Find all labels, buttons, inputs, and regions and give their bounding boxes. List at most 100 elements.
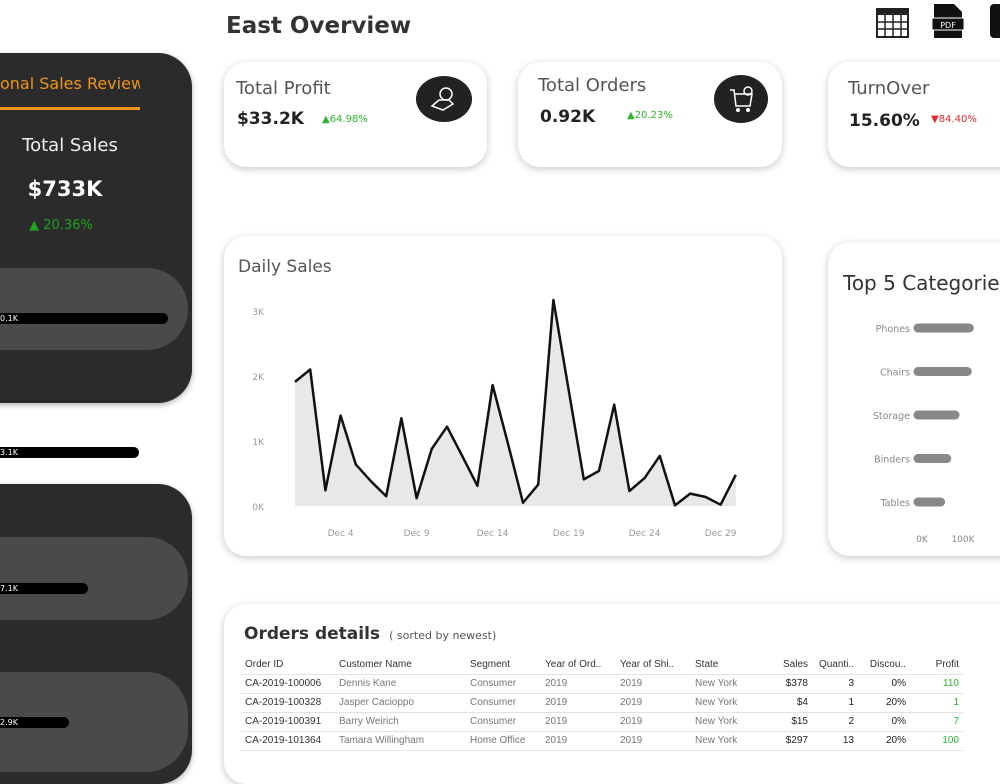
sidebar-title: onal Sales Review: [0, 74, 140, 93]
total-sales-value: $733K: [0, 177, 130, 201]
sidebar-title-underline: [0, 107, 140, 110]
table-cell: 1: [910, 693, 963, 712]
table-cell: 110: [910, 674, 963, 693]
table-cell: 13: [812, 731, 858, 750]
y-tick-label: 1K: [252, 438, 265, 448]
kpi-value: 15.60%: [849, 111, 920, 131]
column-header[interactable]: State: [691, 655, 759, 674]
table-cell: 2019: [616, 712, 691, 731]
table-cell: CA-2019-101364: [241, 731, 335, 750]
orders-card: Orders details ( sorted by newest) Order…: [224, 604, 1000, 784]
kpi-change: ▼84.40%: [931, 114, 977, 125]
category-label: Storage: [873, 411, 910, 422]
column-header[interactable]: Year of Ord..: [541, 655, 616, 674]
x-tick-label: Dec 4: [328, 529, 354, 539]
kpi-change: ▲64.98%: [322, 114, 368, 125]
table-cell: $4: [759, 693, 812, 712]
table-icon[interactable]: [876, 8, 909, 42]
column-header[interactable]: Order ID: [241, 655, 335, 674]
column-header[interactable]: Customer Name: [335, 655, 466, 674]
x-tick-label: 100K: [951, 535, 975, 545]
top-categories-chart: PhonesChairsStorageBindersTables0K100K2: [828, 242, 1000, 556]
x-tick-label: Dec 24: [629, 529, 661, 539]
table-cell: 2019: [616, 731, 691, 750]
y-tick-label: 2K: [252, 373, 265, 383]
shopping-cart-check-icon: [714, 75, 768, 123]
category-label: Tables: [879, 498, 910, 509]
total-sales-change: ▲ 20.36%: [0, 218, 122, 233]
x-tick-label: Dec 14: [477, 529, 509, 539]
column-header[interactable]: Sales: [759, 655, 812, 674]
region-bar[interactable]: 3.1K: [0, 447, 139, 458]
table-cell: Tamara Willingham: [335, 731, 466, 750]
table-cell: New York: [691, 712, 759, 731]
x-tick-label: Dec 29: [705, 529, 737, 539]
table-cell: 2019: [541, 674, 616, 693]
y-tick-label: 0K: [252, 503, 265, 513]
x-tick-label: 0K: [916, 535, 929, 545]
column-header[interactable]: Year of Shi..: [616, 655, 691, 674]
kpi-value: 0.92K: [540, 107, 595, 127]
column-header[interactable]: Profit: [910, 655, 963, 674]
kpi-change: ▲20.23%: [627, 110, 673, 121]
money-bag-hand-icon: [416, 76, 472, 122]
kpi-card-profit: Total Profit $33.2K ▲64.98%: [224, 62, 487, 167]
region-bar[interactable]: 0.1K: [0, 313, 168, 324]
category-label: Chairs: [880, 368, 910, 379]
table-cell: New York: [691, 674, 759, 693]
region-pill[interactable]: [0, 268, 188, 350]
x-tick-label: Dec 19: [553, 529, 585, 539]
category-label: Binders: [874, 455, 910, 466]
table-cell: 0%: [858, 712, 910, 731]
table-cell: 2019: [541, 731, 616, 750]
table-cell: 20%: [858, 731, 910, 750]
column-header[interactable]: Discou..: [858, 655, 910, 674]
table-cell: New York: [691, 693, 759, 712]
table-cell: 0%: [858, 674, 910, 693]
region-pill[interactable]: [0, 537, 188, 620]
region-bar[interactable]: 2.9K: [0, 717, 69, 728]
kpi-card-turnover: TurnOver 15.60% ▼84.40%: [828, 62, 1000, 167]
x-tick-label: Dec 9: [404, 529, 430, 539]
image-icon[interactable]: [990, 4, 1000, 38]
table-cell: CA-2019-100391: [241, 712, 335, 731]
table-cell: Consumer: [466, 693, 541, 712]
kpi-card-orders: Total Orders 0.92K ▲20.23%: [518, 62, 782, 167]
table-cell: Dennis Kane: [335, 674, 466, 693]
table-cell: 3: [812, 674, 858, 693]
table-cell: 2019: [616, 674, 691, 693]
table-cell: $297: [759, 731, 812, 750]
table-cell: Barry Weirich: [335, 712, 466, 731]
table-cell: 2: [812, 712, 858, 731]
kpi-title: Total Orders: [538, 75, 646, 96]
pdf-icon[interactable]: PDF: [930, 2, 966, 44]
table-cell: Consumer: [466, 712, 541, 731]
table-cell: $15: [759, 712, 812, 731]
orders-title-text: Orders details: [244, 624, 380, 644]
table-cell: 2019: [616, 693, 691, 712]
page-title: East Overview: [226, 13, 411, 39]
table-cell: Home Office: [466, 731, 541, 750]
table-cell: Consumer: [466, 674, 541, 693]
table-cell: 2019: [541, 712, 616, 731]
column-header[interactable]: Quanti..: [812, 655, 858, 674]
column-header[interactable]: Segment: [466, 655, 541, 674]
region-bar[interactable]: 7.1K: [0, 583, 88, 594]
orders-subtitle: ( sorted by newest): [389, 629, 496, 642]
table-cell: $378: [759, 674, 812, 693]
kpi-value: $33.2K: [237, 109, 304, 129]
table-cell: Jasper Cacioppo: [335, 693, 466, 712]
total-sales-label: Total Sales: [0, 135, 140, 156]
kpi-title: Total Profit: [236, 78, 331, 99]
table-cell: 100: [910, 731, 963, 750]
table-cell: 1: [812, 693, 858, 712]
